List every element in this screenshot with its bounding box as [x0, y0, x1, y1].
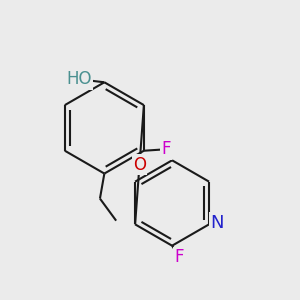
Text: F: F: [161, 140, 171, 158]
Text: N: N: [211, 214, 224, 232]
Text: O: O: [133, 156, 146, 174]
Text: F: F: [175, 248, 184, 266]
Text: HO: HO: [67, 70, 92, 88]
